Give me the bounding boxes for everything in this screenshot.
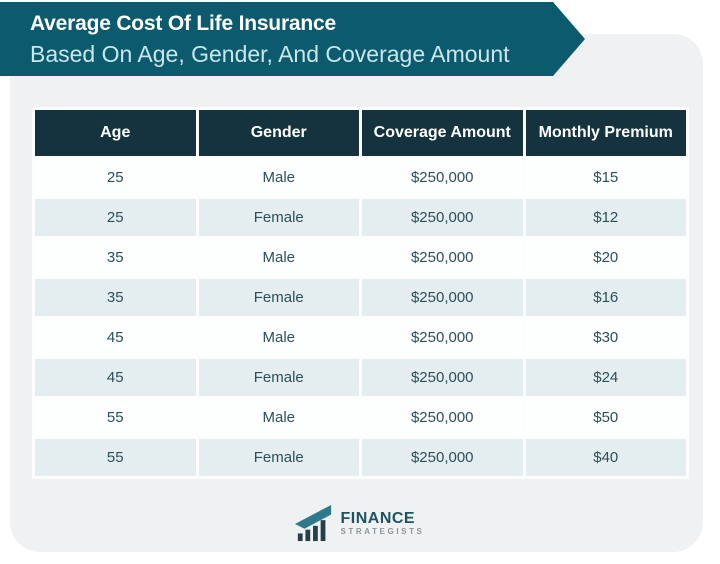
cell-gender: Female — [198, 359, 359, 396]
finance-strategists-logo: FINANCE STRATEGISTS — [0, 504, 720, 542]
insurance-cost-table: Age Gender Coverage Amount Monthly Premi… — [32, 107, 689, 479]
table-row: 55 Male $250,000 $50 — [35, 399, 686, 436]
cell-gender: Female — [198, 439, 359, 476]
table-row: 55 Female $250,000 $40 — [35, 439, 686, 476]
logo-text-finance: FINANCE — [340, 509, 416, 527]
cell-gender: Male — [198, 399, 359, 436]
column-header-gender: Gender — [198, 110, 359, 156]
cell-gender: Male — [198, 159, 359, 196]
cell-gender: Male — [198, 319, 359, 356]
column-header-age: Age — [35, 110, 196, 156]
cell-coverage-amount: $250,000 — [362, 159, 523, 196]
cell-coverage-amount: $250,000 — [362, 319, 523, 356]
cell-monthly-premium: $50 — [525, 399, 686, 436]
column-header-coverage-amount: Coverage Amount — [362, 110, 523, 156]
header-row: Age Gender Coverage Amount Monthly Premi… — [35, 110, 686, 156]
cell-monthly-premium: $12 — [525, 199, 686, 236]
cell-coverage-amount: $250,000 — [362, 359, 523, 396]
cell-age: 25 — [35, 159, 196, 196]
cell-gender: Female — [198, 199, 359, 236]
cell-coverage-amount: $250,000 — [362, 439, 523, 476]
title-banner: Average Cost Of Life Insurance Based On … — [0, 2, 585, 76]
cell-age: 35 — [35, 239, 196, 276]
table-header: Age Gender Coverage Amount Monthly Premi… — [35, 110, 686, 156]
table-row: 45 Male $250,000 $30 — [35, 319, 686, 356]
table-row: 25 Male $250,000 $15 — [35, 159, 686, 196]
bar-chart-logo-icon — [295, 504, 332, 542]
cell-age: 45 — [35, 319, 196, 356]
cell-monthly-premium: $40 — [525, 439, 686, 476]
table-row: 45 Female $250,000 $24 — [35, 359, 686, 396]
cell-coverage-amount: $250,000 — [362, 239, 523, 276]
table-row: 25 Female $250,000 $12 — [35, 199, 686, 236]
table-body: 25 Male $250,000 $15 25 Female $250,000 $12 35 Ma… — [35, 159, 686, 476]
cell-monthly-premium: $16 — [525, 279, 686, 316]
cell-monthly-premium: $20 — [525, 239, 686, 276]
cell-gender: Male — [198, 239, 359, 276]
table-container: Age Gender Coverage Amount Monthly Premi… — [32, 107, 689, 479]
cell-coverage-amount: $250,000 — [362, 279, 523, 316]
cell-age: 55 — [35, 399, 196, 436]
cell-age: 55 — [35, 439, 196, 476]
column-header-monthly-premium: Monthly Premium — [525, 110, 686, 156]
page-title: Average Cost Of Life Insurance — [30, 12, 336, 35]
cell-monthly-premium: $24 — [525, 359, 686, 396]
table-row: 35 Male $250,000 $20 — [35, 239, 686, 276]
cell-coverage-amount: $250,000 — [362, 199, 523, 236]
table-row: 35 Female $250,000 $16 — [35, 279, 686, 316]
cell-age: 35 — [35, 279, 196, 316]
logo-text-strategists: STRATEGISTS — [340, 526, 425, 536]
cell-gender: Female — [198, 279, 359, 316]
page-subtitle: Based On Age, Gender, And Coverage Amoun… — [30, 41, 510, 67]
cell-age: 25 — [35, 199, 196, 236]
cell-coverage-amount: $250,000 — [362, 399, 523, 436]
logo-wordmark: FINANCE STRATEGISTS — [340, 510, 424, 537]
cell-monthly-premium: $30 — [525, 319, 686, 356]
cell-age: 45 — [35, 359, 196, 396]
cell-monthly-premium: $15 — [525, 159, 686, 196]
